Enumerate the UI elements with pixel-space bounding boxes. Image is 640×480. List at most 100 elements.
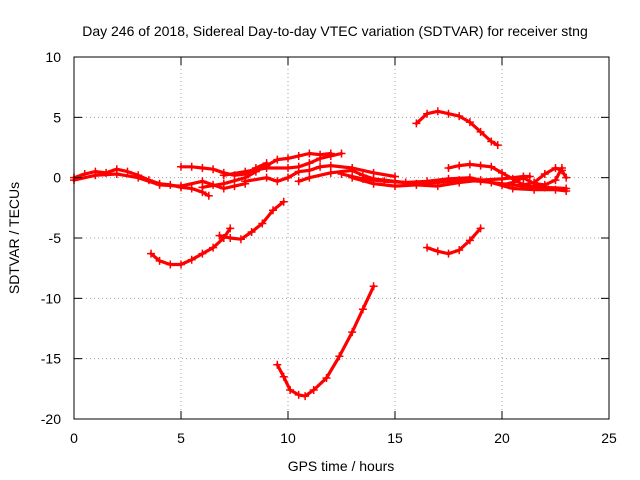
y-tick-label: 10 [45,49,61,65]
data-point [530,179,539,188]
data-point [226,234,235,242]
data-point [433,182,442,191]
data-point [219,171,228,180]
data-point [198,249,207,258]
data-point [247,227,256,236]
series-line-s15 [275,284,376,398]
data-point [316,162,325,171]
data-point [294,167,303,176]
data-point [166,260,175,269]
data-point [305,159,314,168]
data-point [326,151,335,160]
data-point [273,360,282,369]
grid [74,57,609,419]
x-tick-label: 0 [70,430,78,446]
data-point [187,184,196,193]
y-tick-label: 0 [53,170,61,186]
data-point [91,171,100,180]
data-point [269,206,278,215]
data-point [177,162,185,171]
data-point [358,305,367,314]
data-point [433,247,442,256]
data-point [294,177,303,186]
data-point [241,177,250,186]
data-point [455,112,464,121]
data-point [279,197,288,206]
axis-ticks: 0 5 10 15 20 25 -20 -15 -10 -5 0 5 10 [41,49,617,446]
data-point [540,180,549,189]
data-point [204,191,213,200]
data-point [198,183,207,192]
y-tick-label: -15 [41,351,61,367]
data-point [508,178,517,187]
data-point [301,392,310,401]
data-point [465,160,474,169]
data-point [147,249,156,258]
data-point [525,172,534,181]
data-point [284,154,292,163]
data-point [476,127,485,136]
data-point [551,176,560,185]
data-point [215,231,224,240]
data-point [258,219,267,228]
data-point [412,180,421,189]
data-point [262,173,271,182]
data-point [348,166,357,175]
y-tick-label: 5 [53,109,61,125]
data-point [305,166,314,175]
data-point [369,282,378,291]
data-point [279,372,288,381]
y-tick-label: -5 [49,230,62,246]
data-point [187,255,196,264]
data-point [273,155,282,164]
data-point [557,164,566,173]
data-point [433,107,442,116]
data-point [455,161,464,170]
x-tick-label: 25 [601,430,617,446]
x-axis-label: GPS time / hours [288,458,395,474]
data-point [540,170,549,179]
data-point [262,164,271,173]
data-point [444,249,453,258]
data-point [465,236,474,245]
data-point [219,179,228,188]
data-point [348,328,357,337]
data-point [326,168,335,177]
data-point [423,243,432,252]
x-tick-label: 15 [387,430,403,446]
chart-title: Day 246 of 2018, Sidereal Day-to-day VTE… [82,23,588,39]
data-point [455,246,464,255]
data-point [134,173,143,182]
data-point [369,179,378,188]
data-point [230,182,239,191]
data-point [551,185,560,194]
data-point [198,164,207,173]
data-point [335,352,344,361]
data-point [476,161,485,170]
data-point [273,177,282,186]
data-point [226,224,235,233]
data-point [155,180,164,189]
data-point [177,260,185,269]
x-tick-label: 10 [280,430,296,446]
series-line-s1 [72,167,211,198]
data-point [337,170,346,179]
data-point [455,178,464,187]
data-series [70,107,571,401]
y-axis-label: SDTVAR / TECUs [6,182,22,294]
data-point [444,174,453,183]
data-point [294,151,303,160]
data-point [412,119,421,128]
data-point [562,173,571,182]
data-point [498,168,506,177]
data-point [493,141,502,150]
data-point [316,154,325,163]
data-point [487,137,496,146]
y-tick-label: -10 [41,290,61,306]
data-point [286,386,295,395]
data-point [305,173,314,182]
data-point [476,224,485,233]
data-point [337,149,346,158]
